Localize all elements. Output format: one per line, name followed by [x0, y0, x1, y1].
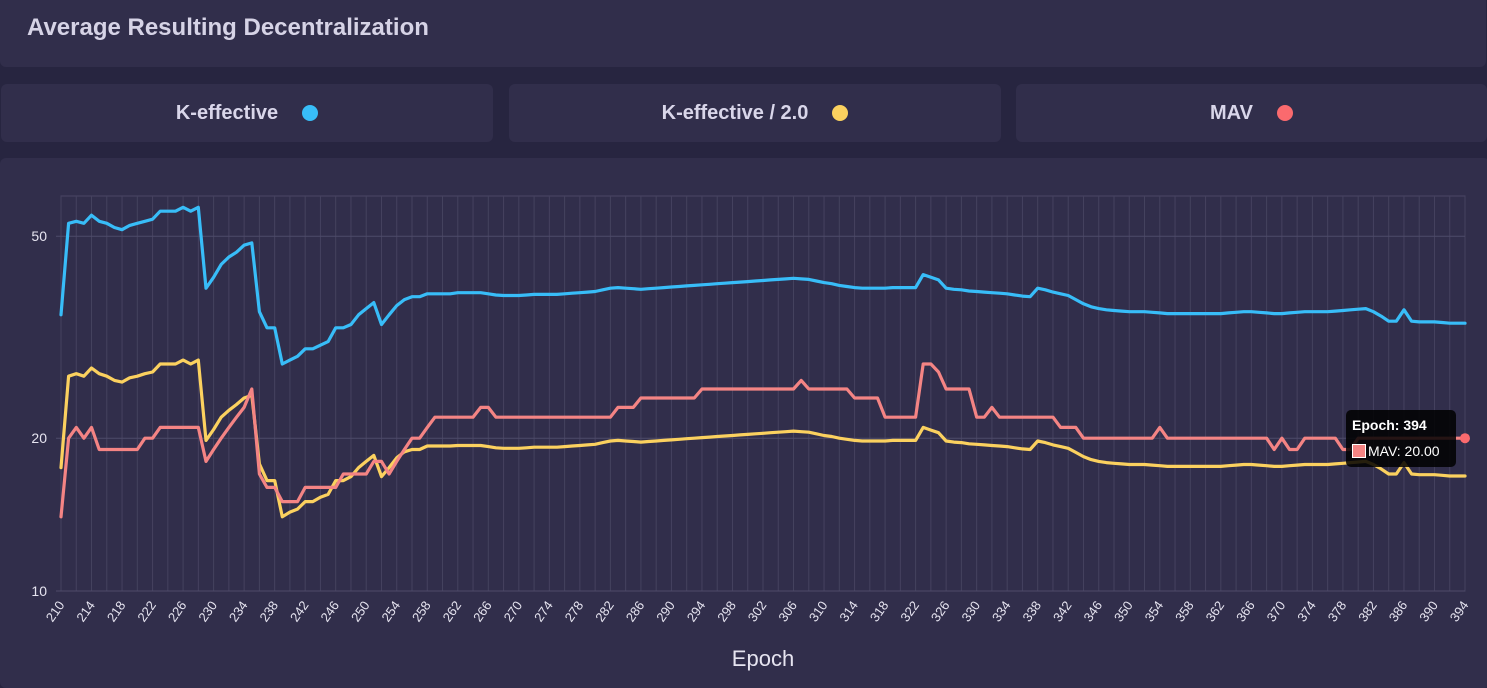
legend-dot-icon	[832, 105, 849, 121]
x-tick-label: 234	[226, 598, 251, 624]
x-tick-label: 366	[1233, 598, 1258, 624]
x-tick-label: 262	[440, 598, 465, 624]
x-tick-label: 338	[1019, 598, 1044, 624]
chart-title-card: Average Resulting Decentralization	[0, 0, 1486, 67]
tooltip-body: MAV: 20.00	[1368, 443, 1440, 459]
x-tick-label: 286	[623, 598, 648, 624]
series-line-k-effective	[59, 205, 1467, 366]
x-tick-label: 362	[1203, 598, 1228, 624]
x-tick-label: 306	[775, 598, 800, 624]
x-tick-label: 322	[897, 598, 922, 624]
x-tick-label: 238	[256, 598, 281, 624]
x-tick-label: 230	[195, 598, 220, 624]
x-tick-label: 210	[43, 598, 68, 624]
hover-point-mav	[1460, 433, 1470, 444]
tooltip-title: Epoch: 394	[1352, 417, 1427, 433]
x-tick-label: 254	[378, 598, 403, 624]
chart-tooltip: Epoch: 394 MAV: 20.00	[1346, 410, 1456, 467]
legend-toggle-k-effective[interactable]: K-effective	[1, 84, 493, 142]
x-tick-label: 282	[592, 598, 617, 624]
x-tick-label: 346	[1080, 598, 1105, 624]
x-tick-label: 342	[1050, 598, 1075, 624]
x-tick-label: 266	[470, 598, 495, 624]
x-tick-label: 318	[867, 598, 892, 624]
series-line-k-effective-2-0	[59, 358, 1467, 519]
x-tick-label: 358	[1172, 598, 1197, 624]
x-tick-label: 218	[104, 598, 129, 624]
legend-toggle-mav[interactable]: MAV	[1016, 84, 1487, 142]
series-line-mav	[59, 362, 1467, 519]
x-tick-label: 294	[684, 598, 709, 624]
y-tick-label: 50	[31, 228, 47, 244]
y-axis-ticks: 10 20 50	[31, 228, 47, 599]
x-tick-label: 310	[806, 598, 831, 624]
x-tick-label: 270	[501, 598, 526, 624]
x-tick-label: 274	[531, 598, 556, 624]
x-tick-label: 370	[1264, 598, 1289, 624]
x-tick-label: 350	[1111, 598, 1136, 624]
x-tick-label: 222	[134, 598, 159, 624]
legend-dot-icon	[1276, 105, 1293, 121]
x-tick-label: 374	[1294, 598, 1319, 624]
x-tick-label: 242	[287, 598, 312, 624]
x-tick-label: 302	[745, 598, 770, 624]
x-tick-label: 382	[1355, 598, 1380, 624]
x-tick-label: 334	[989, 598, 1014, 624]
x-tick-label: 326	[928, 598, 953, 624]
y-tick-label: 20	[31, 430, 47, 446]
x-tick-label: 354	[1142, 598, 1167, 624]
x-tick-label: 226	[165, 598, 190, 624]
x-tick-label: 298	[714, 598, 739, 624]
x-tick-label: 330	[958, 598, 983, 624]
x-tick-label: 314	[836, 598, 861, 624]
legend-label-k-effective: K-effective	[175, 101, 279, 124]
page-title: Average Resulting Decentralization	[27, 14, 429, 41]
x-tick-label: 390	[1416, 598, 1441, 624]
legend-toggle-k-effective-half[interactable]: K-effective / 2.0	[509, 84, 1001, 142]
x-tick-label: 278	[562, 598, 587, 624]
chart-series	[59, 205, 1470, 519]
tooltip-swatch	[1352, 444, 1366, 458]
x-tick-label: 378	[1325, 598, 1350, 624]
x-tick-label: 246	[317, 598, 342, 624]
x-axis-ticks: 210 214 218 222 226 230 234 238 242 246 250 254 258 2…	[43, 598, 1472, 624]
x-tick-label: 290	[653, 598, 678, 624]
chart-card	[0, 158, 1487, 688]
x-tick-label: 394	[1447, 598, 1472, 624]
x-tick-label: 214	[73, 598, 98, 624]
legend-dot-icon	[302, 105, 319, 121]
y-tick-label: 10	[31, 583, 47, 599]
legend-label-mav: MAV	[1210, 101, 1253, 124]
x-tick-label: 258	[409, 598, 434, 624]
chart-grid	[56, 195, 1466, 592]
x-tick-label: 386	[1386, 598, 1411, 624]
legend-label-k-effective-half: K-effective / 2.0	[661, 101, 809, 124]
x-tick-label: 250	[348, 598, 373, 624]
x-axis-label: Epoch	[732, 646, 794, 671]
